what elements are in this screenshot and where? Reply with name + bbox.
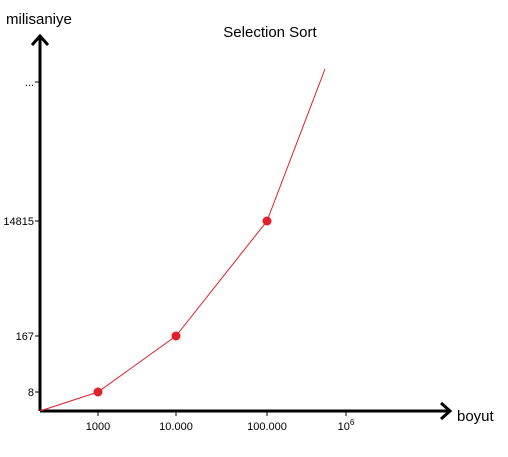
series-line [39, 68, 326, 412]
chart-title: Selection Sort [223, 24, 317, 41]
x-tick-label: 10.000 [159, 421, 193, 433]
data-point [262, 216, 272, 226]
x-tick-label: 1000 [86, 421, 110, 433]
data-point [171, 331, 181, 341]
y-axis-arrowhead [30, 33, 50, 46]
y-tick-label: ... [25, 77, 34, 89]
y-tick-label: 167 [16, 331, 34, 343]
y-tick-label: 14815 [3, 216, 34, 228]
x-axis-title: boyut [457, 408, 495, 425]
x-tick-label: 100.000 [247, 421, 287, 433]
x-tick-label: 106 [338, 418, 355, 433]
series-group [39, 68, 326, 412]
data-point [93, 387, 103, 397]
x-tick-label-superscript: 6 [350, 418, 355, 427]
y-tick-label: 8 [28, 387, 34, 399]
x-tick-label-base: 10 [338, 421, 350, 433]
y-axis-title: milisaniye [6, 11, 72, 28]
y-axis-ticks: 8 167 14815... [3, 77, 40, 399]
x-axis-arrowhead [440, 401, 453, 421]
x-axis-ticks: 1000 10.000 100.000 106 [86, 411, 355, 433]
